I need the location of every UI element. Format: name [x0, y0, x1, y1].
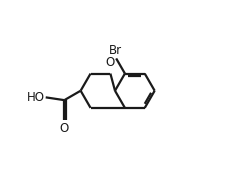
Text: O: O [60, 122, 69, 135]
Text: O: O [105, 56, 114, 69]
Text: Br: Br [108, 44, 121, 57]
Text: HO: HO [27, 91, 45, 104]
